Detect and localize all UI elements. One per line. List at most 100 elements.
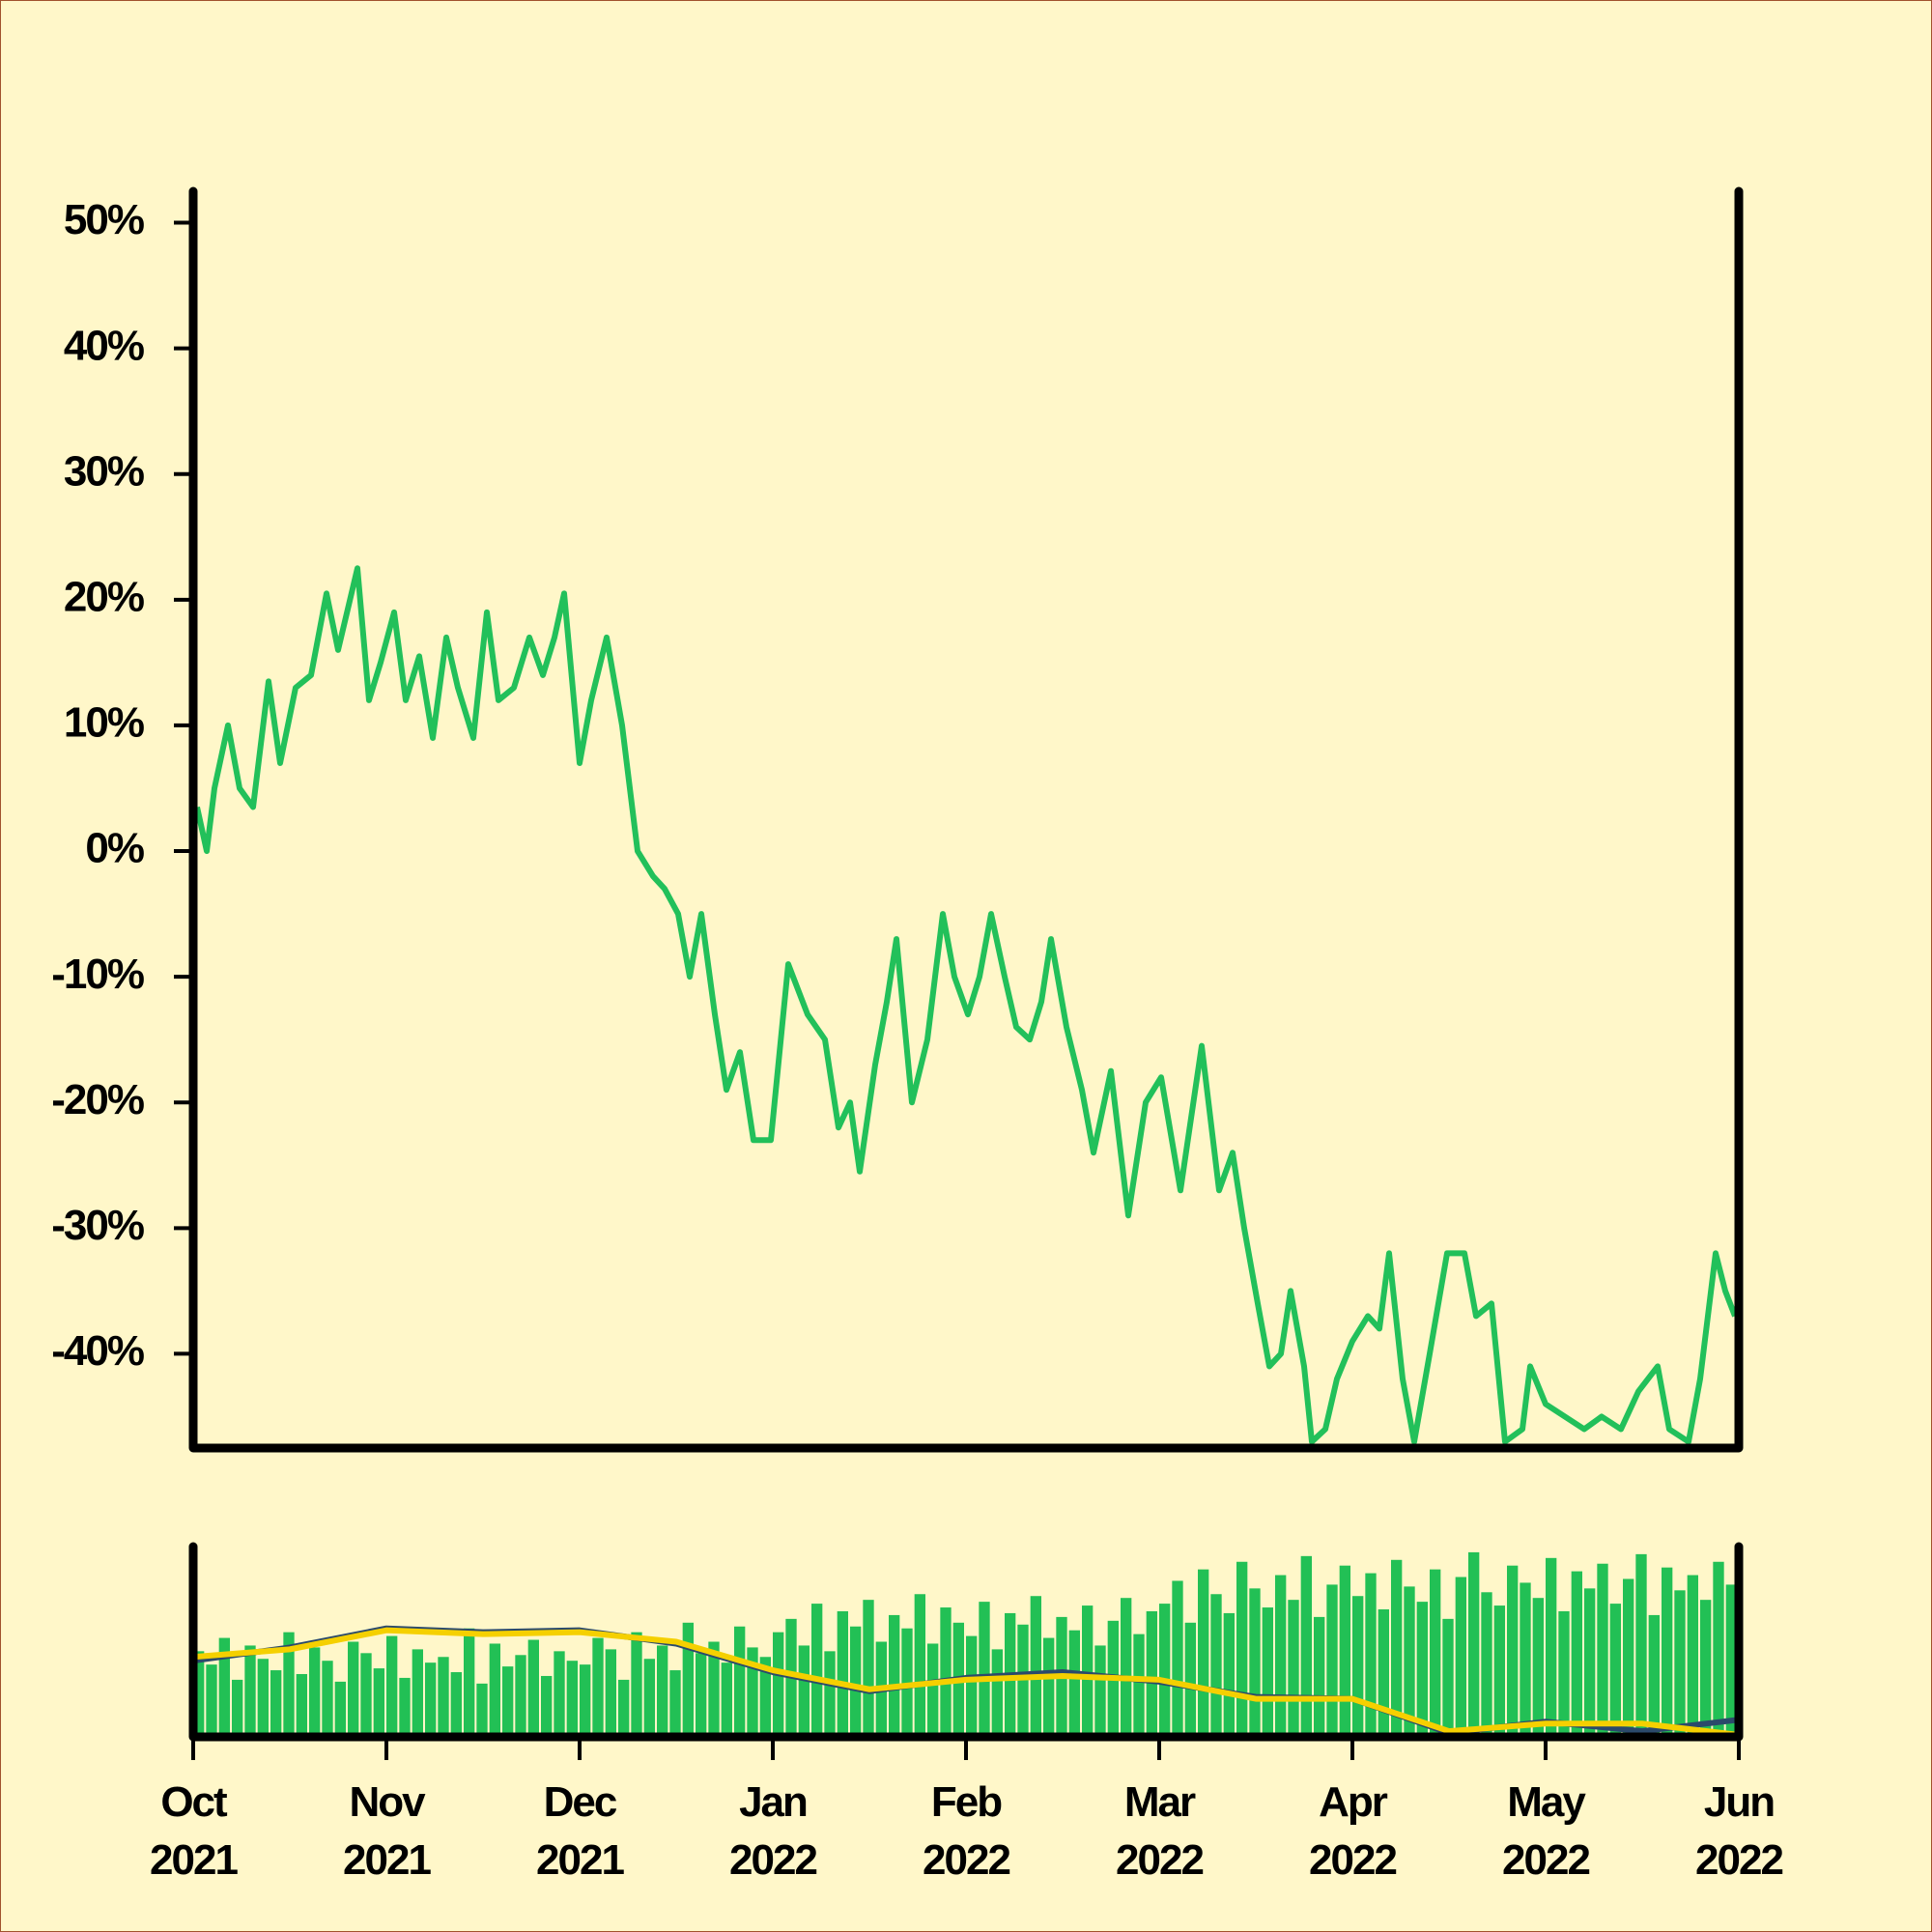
- volume-bar: [1365, 1573, 1377, 1737]
- volume-bar: [1416, 1602, 1428, 1737]
- volume-bar: [1481, 1592, 1492, 1737]
- volume-bar: [1468, 1551, 1480, 1737]
- moving-average-line: [192, 1627, 1740, 1739]
- volume-bar: [1133, 1634, 1145, 1737]
- volume-bar: [1507, 1565, 1519, 1737]
- volume-bar: [1017, 1624, 1029, 1737]
- volume-bar: [1597, 1563, 1608, 1737]
- volume-bar: [811, 1604, 823, 1737]
- y-tick-label: 40%: [64, 322, 144, 369]
- volume-bar: [708, 1641, 720, 1737]
- volume-bar: [360, 1653, 372, 1737]
- volume-bar: [1094, 1645, 1106, 1737]
- x-tick-label: Dec 2021: [536, 1778, 624, 1884]
- volume-bar: [476, 1683, 488, 1737]
- volume-bar: [206, 1664, 217, 1737]
- volume-bar: [657, 1645, 668, 1737]
- y-tick-label: 30%: [64, 447, 144, 495]
- volume-bar: [1326, 1584, 1338, 1737]
- volume-bar: [850, 1626, 862, 1737]
- volume-bar: [218, 1637, 230, 1737]
- volume-bar: [1662, 1567, 1673, 1737]
- axis-frame: [188, 1542, 1744, 1742]
- volume-bar: [412, 1649, 423, 1737]
- x-tick-label: Nov 2021: [343, 1778, 431, 1884]
- volume-bar: [605, 1649, 616, 1737]
- volume-bar: [966, 1635, 978, 1737]
- volume-bar: [1236, 1561, 1248, 1737]
- volume-bar: [682, 1622, 694, 1737]
- x-tick-label: Jun 2022: [1695, 1778, 1782, 1884]
- volume-bar: [270, 1670, 282, 1737]
- volume-bar: [798, 1645, 810, 1737]
- volume-bar: [334, 1681, 346, 1737]
- volume-bar: [1262, 1607, 1273, 1737]
- volume-bar: [257, 1659, 269, 1737]
- y-tick-label: 20%: [64, 573, 144, 620]
- volume-bar: [1352, 1596, 1364, 1737]
- volume-bar: [696, 1653, 707, 1737]
- volume-bar: [1558, 1610, 1570, 1737]
- volume-bar: [991, 1649, 1003, 1737]
- volume-bar: [296, 1673, 307, 1737]
- y-tick-label: -40%: [51, 1327, 144, 1375]
- volume-bar: [1430, 1569, 1441, 1737]
- volume-bar: [399, 1677, 411, 1737]
- volume-bar: [1275, 1575, 1287, 1737]
- volume-bar: [927, 1643, 939, 1737]
- volume-bar: [1198, 1569, 1209, 1737]
- x-tick-label: Oct 2021: [150, 1778, 238, 1884]
- volume-bar: [1146, 1610, 1157, 1737]
- x-tick-label: May 2022: [1502, 1778, 1589, 1884]
- volume-bar: [1623, 1578, 1634, 1737]
- y-tick-label: -10%: [51, 951, 144, 998]
- axis-frame: [188, 186, 1744, 1453]
- volume-bar: [773, 1632, 784, 1737]
- volume-bar: [1172, 1580, 1183, 1737]
- volume-bar: [348, 1641, 359, 1737]
- volume-bar: [1378, 1609, 1389, 1737]
- x-tick-label: Feb 2022: [923, 1778, 1009, 1884]
- volume-bar: [502, 1666, 514, 1737]
- volume-bar: [566, 1661, 578, 1737]
- volume-bar: [1210, 1594, 1222, 1737]
- volume-bar: [1082, 1605, 1094, 1737]
- volume-bar: [1648, 1614, 1660, 1737]
- volume-bar: [1043, 1637, 1055, 1737]
- volume-bar: [322, 1661, 333, 1737]
- volume-bar: [554, 1651, 565, 1737]
- volume-bar: [1571, 1571, 1582, 1737]
- volume-bar: [193, 1651, 205, 1737]
- volume-bar: [1068, 1630, 1080, 1737]
- volume-bar: [1288, 1600, 1299, 1737]
- volume-bar: [734, 1626, 746, 1737]
- volume-bar: [1700, 1600, 1712, 1737]
- volume-bar: [1584, 1588, 1596, 1737]
- volume-bar: [618, 1679, 630, 1737]
- volume-bar: [1674, 1590, 1686, 1737]
- volume-bar: [1532, 1598, 1544, 1737]
- volume-bar: [244, 1645, 256, 1737]
- y-tick-label: -30%: [51, 1202, 144, 1249]
- y-tick-label: 50%: [64, 196, 144, 243]
- volume-bar: [759, 1657, 771, 1737]
- volume-bar: [1546, 1557, 1557, 1737]
- volume-bar: [527, 1639, 539, 1737]
- x-tick-label: Mar 2022: [1116, 1778, 1203, 1884]
- volume-bar: [1391, 1559, 1403, 1737]
- volume-bar: [824, 1651, 836, 1737]
- volume-bar: [1300, 1555, 1312, 1737]
- volume-bar: [901, 1628, 913, 1737]
- volume-bar: [1442, 1618, 1454, 1737]
- y-tick-label: 10%: [64, 699, 144, 747]
- volume-bar: [464, 1628, 475, 1737]
- volume-bar: [1713, 1561, 1724, 1737]
- volume-bar: [1339, 1565, 1350, 1737]
- volume-bar: [450, 1672, 462, 1737]
- volume-bar: [1404, 1586, 1415, 1737]
- volume-bar: [309, 1647, 321, 1737]
- volume-bar: [1159, 1604, 1171, 1737]
- volume-bar: [386, 1635, 398, 1737]
- volume-bar: [1455, 1577, 1466, 1737]
